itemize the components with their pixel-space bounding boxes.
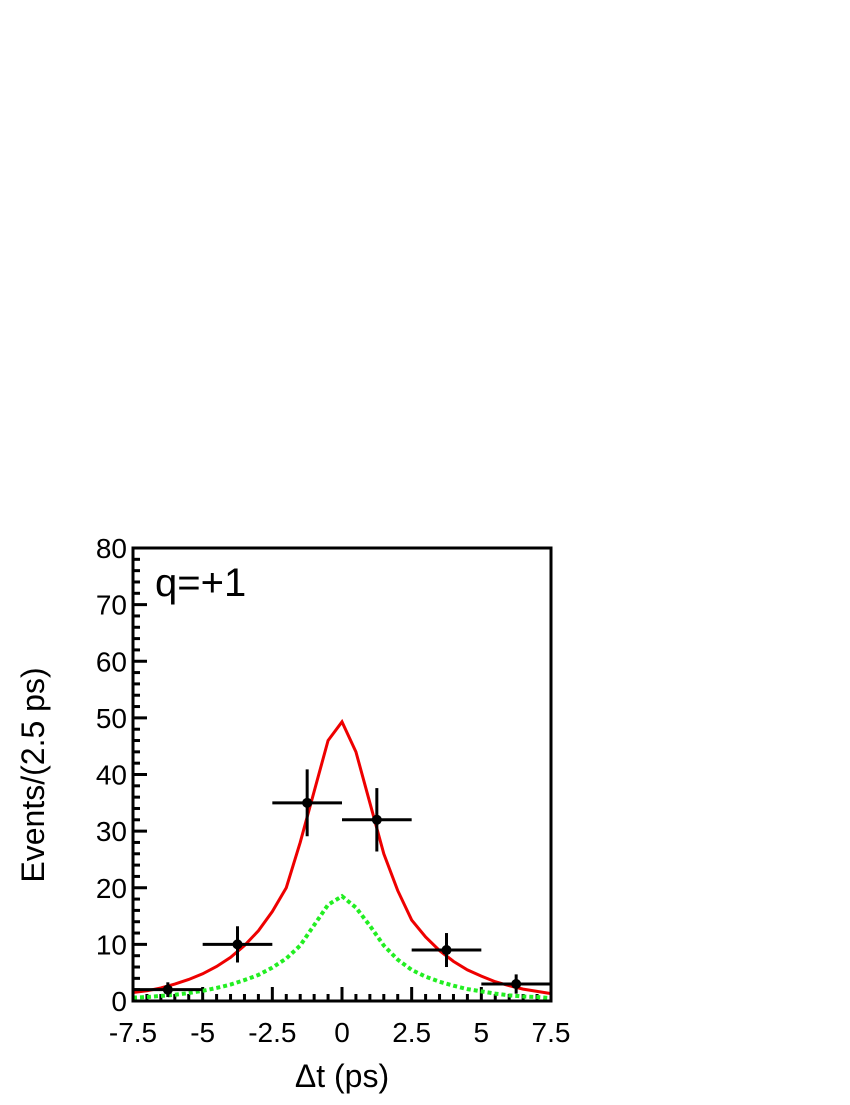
y-axis-label: Events/(2.5 ps) [15, 667, 51, 882]
x-tick-label: -5 [190, 1017, 215, 1048]
y-tick-label: 40 [96, 760, 127, 791]
x-tick-label: 0 [334, 1017, 350, 1048]
curve [132, 893, 552, 1001]
y-tick-label: 0 [111, 986, 127, 1017]
x-axis-label: Δt (ps) [295, 1058, 389, 1094]
y-tick-label: 60 [96, 646, 127, 677]
data-point [511, 979, 522, 990]
data-point [441, 945, 452, 956]
y-tick-label: 20 [96, 873, 127, 904]
y-tick-label: 80 [96, 533, 127, 564]
y-tick-label: 10 [96, 929, 127, 960]
y-tick-label: 50 [96, 703, 127, 734]
annotation: q=+1 [155, 561, 246, 605]
data-point [371, 814, 382, 825]
y-tick-label: 30 [96, 816, 127, 847]
data-point [162, 984, 173, 995]
x-tick-label: 2.5 [392, 1017, 431, 1048]
x-tick-label: -2.5 [248, 1017, 296, 1048]
curve [132, 718, 552, 996]
x-tick-label: 5 [474, 1017, 490, 1048]
plot-frame [131, 546, 553, 1003]
x-tick-label: 7.5 [532, 1017, 571, 1048]
y-tick-label: 70 [96, 590, 127, 621]
data-point [232, 939, 243, 950]
data-point [302, 797, 313, 808]
x-tick-label: -7.5 [109, 1017, 157, 1048]
